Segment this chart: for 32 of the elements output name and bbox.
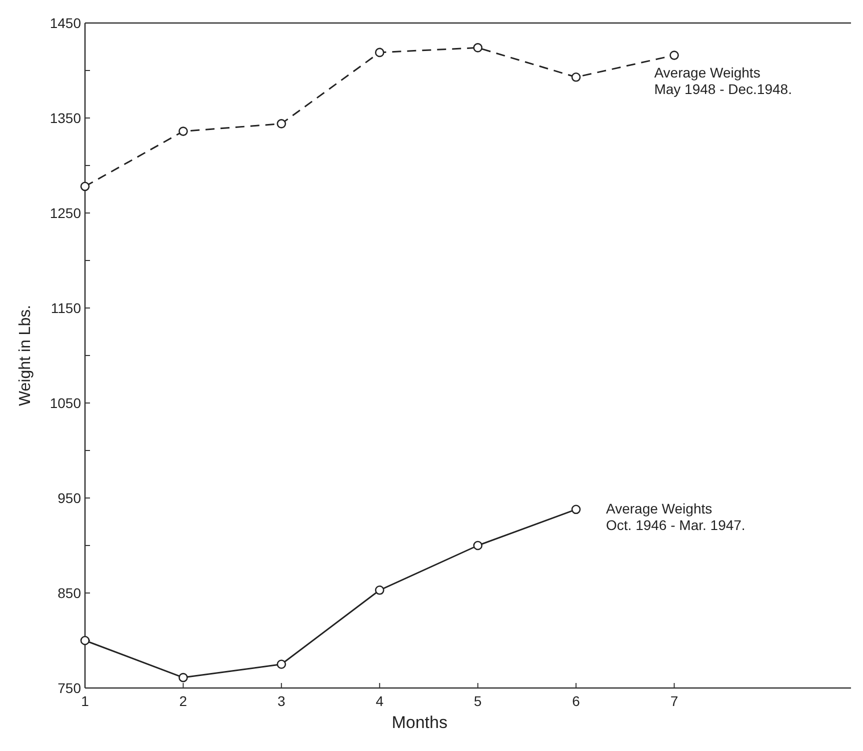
x-tick-label: 6: [572, 693, 580, 709]
x-tick-label: 2: [179, 693, 188, 709]
annotation: Average Weights Oct. 1946 - Mar. 1947.: [606, 500, 746, 534]
point: [276, 119, 286, 128]
point: [80, 182, 90, 192]
x-tick-label: 5: [474, 693, 482, 709]
point: [571, 504, 581, 514]
point: [276, 660, 286, 669]
point: [571, 72, 581, 82]
point: [670, 50, 679, 60]
point: [374, 48, 384, 58]
y-tick-label: 1050: [50, 394, 82, 411]
y-tick-label: 1150: [50, 300, 82, 316]
y-tick-label: 1450: [50, 14, 82, 31]
y-tick-label: 850: [58, 584, 82, 601]
point: [80, 636, 90, 646]
x-tick-label: 1: [81, 693, 90, 709]
x-tick-label: 4: [376, 693, 384, 709]
point: [178, 126, 188, 136]
x-tick-label: 3: [278, 693, 286, 709]
y-tick-label: 750: [58, 680, 82, 696]
y-tick-label: 1350: [50, 110, 82, 126]
x-axis-title: Months: [392, 713, 448, 732]
point: [473, 540, 482, 550]
annotation: Average Weights May 1948 - Dec.1948.: [654, 64, 792, 98]
point: [178, 672, 188, 682]
y-tick-label: 950: [58, 490, 82, 506]
x-tick-label: 7: [670, 693, 678, 709]
point: [374, 586, 384, 595]
y-axis-title: Weight in Lbs.: [17, 304, 34, 406]
y-tick-label: 1250: [50, 204, 82, 221]
point: [473, 43, 482, 52]
